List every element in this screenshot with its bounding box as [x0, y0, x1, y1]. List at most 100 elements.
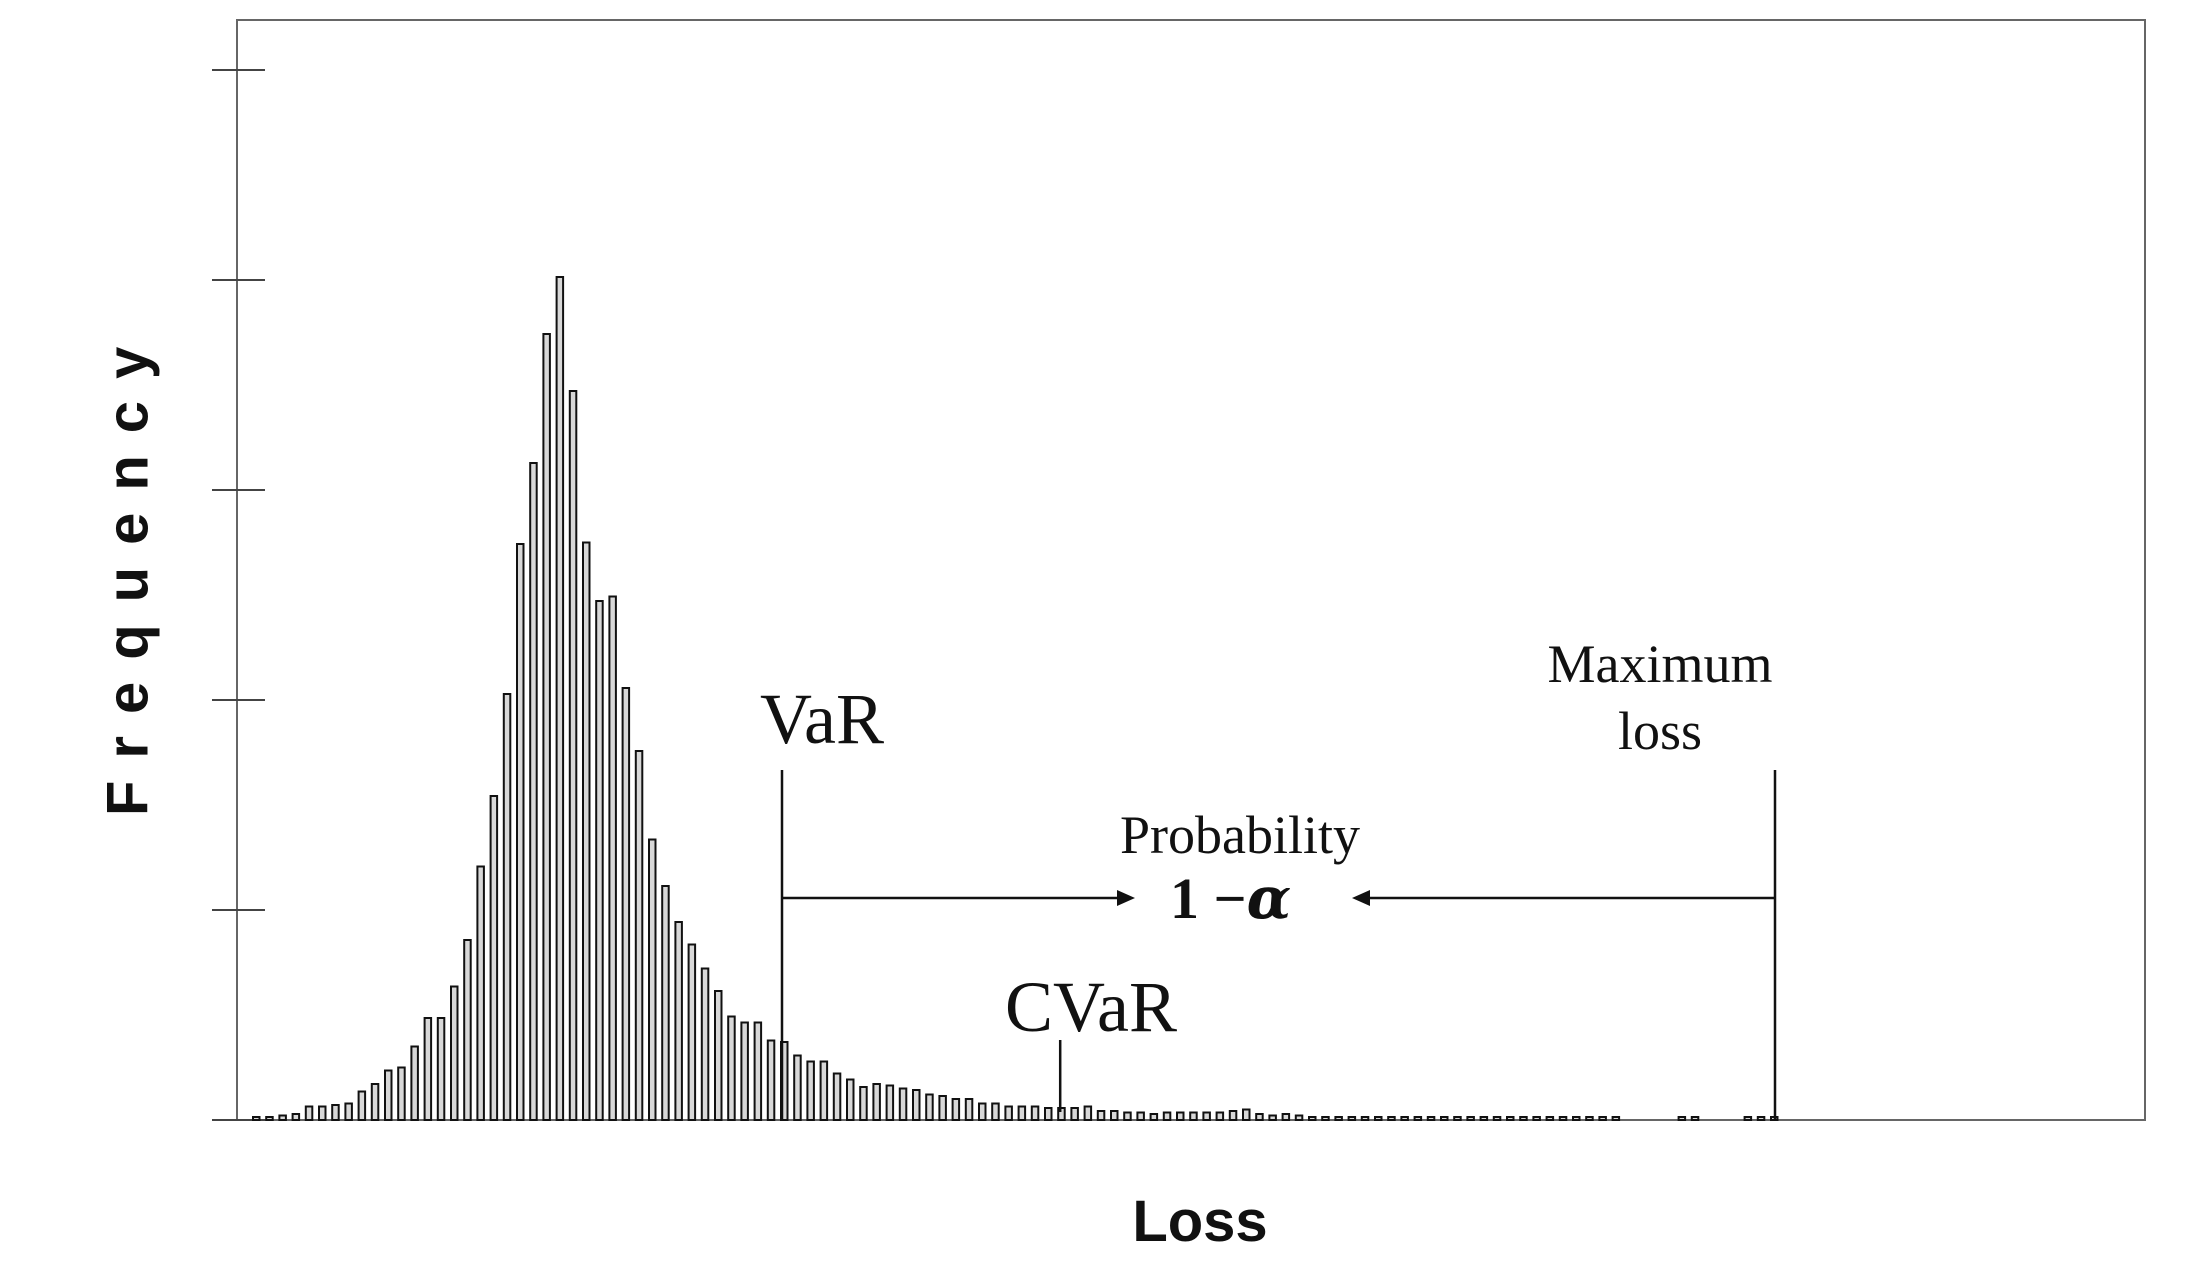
probability-label: Probability	[1120, 805, 1360, 865]
histogram-bar	[846, 1078, 855, 1121]
histogram-bar	[1162, 1111, 1172, 1121]
histogram-bar	[450, 985, 459, 1121]
maximum-loss-label-line2: loss	[1617, 701, 1703, 761]
histogram-bar	[714, 990, 723, 1121]
histogram-bar	[608, 595, 617, 1121]
histogram-bar	[1387, 1116, 1396, 1121]
histogram-bar	[1294, 1114, 1304, 1121]
histogram-bar	[331, 1104, 340, 1121]
histogram-bar	[410, 1045, 419, 1121]
histogram-bar	[318, 1105, 327, 1121]
histogram-bar	[1149, 1113, 1159, 1121]
histogram-bar	[1756, 1116, 1766, 1121]
histogram-bar	[1558, 1116, 1568, 1121]
histogram-bar	[674, 921, 683, 1121]
histogram-bar	[1268, 1114, 1277, 1121]
histogram-bar	[885, 1084, 895, 1121]
histogram-bar	[1677, 1116, 1687, 1121]
histogram-bar	[964, 1098, 974, 1121]
histogram-bar	[291, 1113, 301, 1121]
histogram-bar	[436, 1017, 446, 1121]
histogram-bar	[1017, 1105, 1027, 1121]
histogram-bar	[806, 1060, 815, 1121]
histogram-bar	[925, 1093, 934, 1121]
histogram-bar	[1228, 1110, 1238, 1121]
histogram-bar	[476, 865, 485, 1121]
histogram-bar	[793, 1054, 802, 1121]
histogram-bar	[1532, 1116, 1541, 1121]
histogram-bar	[1506, 1116, 1515, 1121]
histogram-bar	[648, 838, 657, 1121]
histogram-bar	[1202, 1111, 1211, 1121]
histogram-bar	[912, 1089, 921, 1121]
histogram-bar	[898, 1087, 908, 1121]
histogram-bar	[463, 939, 472, 1121]
probability-arrowhead-left	[1352, 890, 1370, 906]
histogram-bar	[1215, 1111, 1225, 1121]
histogram-bar	[1083, 1105, 1093, 1121]
histogram-bar	[1242, 1108, 1251, 1121]
histogram-bar	[502, 693, 512, 1121]
histogram-bar	[423, 1017, 433, 1121]
histogram-bar	[252, 1116, 261, 1121]
histogram-bar	[727, 1015, 736, 1121]
histogram-bar	[1585, 1116, 1594, 1121]
histogram-bar	[1334, 1116, 1343, 1121]
histogram-bar	[1440, 1116, 1449, 1121]
histogram-bar	[1136, 1111, 1145, 1121]
annotation-lines	[780, 770, 1777, 1120]
histogram-bar	[1110, 1110, 1119, 1121]
histogram-bars	[252, 276, 1779, 1121]
histogram-bar	[978, 1102, 987, 1121]
var-label: VaR	[760, 679, 884, 759]
alpha-symbol: α	[1246, 864, 1292, 932]
histogram-bar	[1123, 1111, 1132, 1121]
y-axis-label: Frequency	[95, 324, 161, 816]
histogram-bar	[687, 943, 697, 1121]
histogram-bar	[568, 390, 578, 1121]
histogram-bar	[1030, 1105, 1040, 1121]
histogram-bar	[1004, 1105, 1013, 1121]
histogram-bar	[1598, 1116, 1607, 1121]
histogram-bar	[582, 541, 591, 1121]
histogram-bar	[555, 276, 565, 1121]
one-minus-text: 1 −	[1170, 866, 1247, 931]
histogram-bar	[1096, 1110, 1106, 1121]
cvar-label: CVaR	[1005, 967, 1178, 1047]
histogram-bar	[265, 1116, 274, 1121]
histogram-bar	[661, 885, 670, 1121]
histogram-bar	[991, 1102, 1000, 1121]
histogram-bar	[1572, 1116, 1581, 1121]
histogram-bar	[766, 1039, 776, 1121]
maximum-loss-label-line1: Maximum	[1547, 634, 1773, 694]
histogram-bar	[1690, 1116, 1700, 1121]
histogram-bar	[1044, 1107, 1053, 1121]
histogram-bar	[872, 1083, 881, 1121]
histogram-bar	[859, 1086, 868, 1121]
histogram-bar	[1453, 1116, 1462, 1121]
histogram-bar	[357, 1090, 367, 1121]
histogram-bar	[1189, 1111, 1198, 1121]
histogram-bar	[1545, 1116, 1555, 1121]
histogram-bar	[1492, 1116, 1502, 1121]
histogram-bar	[529, 462, 538, 1121]
histogram-bar	[1466, 1116, 1475, 1121]
histogram-bar	[384, 1069, 393, 1121]
histogram-bar	[740, 1021, 749, 1121]
histogram-bar	[1426, 1116, 1436, 1121]
histogram-bar	[621, 687, 631, 1121]
histogram-bar	[1360, 1116, 1370, 1121]
histogram-bar	[595, 600, 604, 1121]
histogram-bar	[304, 1105, 314, 1121]
histogram-bar	[489, 795, 499, 1121]
histogram-bar	[278, 1114, 287, 1121]
histogram-bar	[1347, 1116, 1357, 1121]
histogram-bar	[634, 750, 644, 1121]
histogram-bar	[1176, 1111, 1185, 1121]
histogram-bar	[819, 1060, 829, 1121]
histogram-bar	[542, 333, 551, 1121]
histogram-bar	[1321, 1116, 1330, 1121]
histogram-bar	[1743, 1116, 1753, 1121]
histogram-bar	[344, 1102, 353, 1121]
